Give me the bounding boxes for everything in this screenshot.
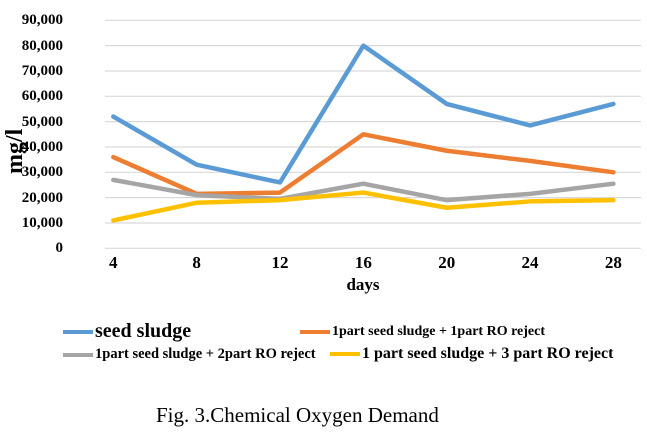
x-axis-title: days (346, 275, 380, 294)
plot-area (105, 19, 641, 249)
x-tick-label: 12 (271, 253, 289, 272)
y-tick-label: 90,000 (21, 12, 63, 29)
y-tick-label: 60,000 (21, 88, 63, 105)
legend-swatch-icon (330, 352, 360, 356)
legend-swatch-icon (300, 330, 330, 334)
legend-swatch-icon (63, 352, 93, 357)
figure-caption: Fig. 3.Chemical Oxygen Demand (156, 403, 439, 427)
y-tick-label: 50,000 (21, 113, 63, 130)
x-tick-label: 20 (438, 253, 456, 272)
y-tick-label: 0 (55, 240, 64, 257)
x-tick-label: 28 (604, 253, 622, 272)
legend-label: 1part seed sludge + 2part RO reject (95, 346, 316, 362)
y-tick-label: 10,000 (21, 214, 63, 231)
legend-label: seed sludge (95, 320, 192, 342)
series-line-seed-sludge (111, 43, 616, 185)
legend-item-1part-seed-sludge-2part-ro-reject: 1part seed sludge + 2part RO reject (63, 346, 316, 363)
series-line-1part-seed-sludge-2part-ro-reject (111, 177, 616, 203)
x-tick-label: 24 (521, 253, 539, 272)
y-tick-label: 80,000 (21, 37, 63, 54)
series-line-1-part-seed-sludge-3-part-ro-reject (111, 190, 616, 223)
x-tick-label: 8 (192, 253, 201, 272)
x-tick-label: 16 (354, 253, 372, 272)
legend-label: 1 part seed sludge + 3 part RO reject (362, 345, 614, 362)
y-tick-label: 20,000 (21, 189, 63, 206)
x-tick-label: 4 (109, 253, 118, 272)
y-tick-label: 70,000 (21, 62, 63, 79)
legend-item-1part-seed-sludge-1part-ro-reject: 1part seed sludge + 1part RO reject (300, 324, 545, 340)
legend-item-1-part-seed-sludge-3-part-ro-reject: 1 part seed sludge + 3 part RO reject (330, 345, 613, 363)
y-tick-label: 30,000 (21, 164, 63, 181)
legend-swatch-icon (63, 329, 93, 334)
legend-item-seed-sludge: seed sludge (63, 320, 191, 343)
y-tick-label: 40,000 (21, 138, 63, 155)
legend-label: 1part seed sludge + 1part RO reject (332, 324, 546, 339)
